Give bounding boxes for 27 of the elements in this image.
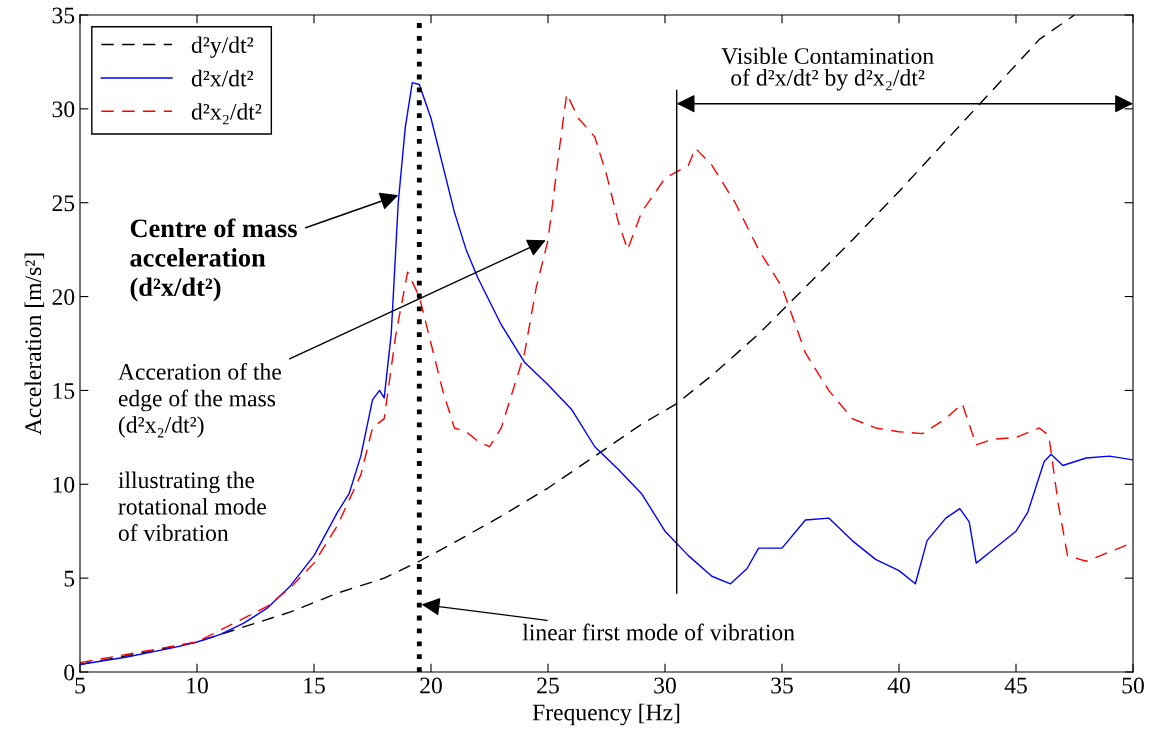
legend-label: d²x/dt²: [191, 69, 254, 87]
x-tick-label: 30: [654, 677, 676, 694]
y-tick-label: 30: [52, 101, 75, 118]
x-axis-title: Frequency [Hz]: [532, 703, 680, 726]
y-tick-label: 25: [52, 195, 75, 212]
y-axis-title: Acceleration [m/s²]: [24, 253, 45, 435]
legend-label: d²x₂/dt²: [191, 103, 262, 125]
x-tick-label: 35: [771, 677, 793, 694]
y-tick-label: 10: [53, 476, 75, 493]
x-tick-label: 45: [1004, 677, 1027, 694]
x-tick-label: 40: [887, 677, 910, 694]
y-tick-label: 0: [64, 664, 75, 681]
annotation: illustrating the rotational mode of vibration: [118, 471, 266, 541]
annotation: linear first mode of vibration: [522, 623, 795, 641]
x-tick-label: 50: [1122, 677, 1144, 694]
x-tick-label: 25: [537, 677, 559, 694]
x-tick-label: 20: [420, 677, 442, 694]
x-tick-label: 15: [304, 677, 325, 694]
annotation: Centre of mass acceleration (d²x/dt²): [130, 218, 297, 302]
y-tick-label: 35: [52, 7, 75, 24]
y-tick-label: 15: [53, 383, 75, 399]
annotation: Visible Contamination of d²x/dt² by d²x₂/dt²: [721, 47, 934, 91]
y-tick-label: 5: [64, 570, 75, 587]
annotation: Acceration of the edge of the mass (d²x₂/dt²): [118, 362, 281, 438]
x-tick-label: 10: [187, 677, 208, 694]
legend-label: d²y/dt²: [191, 36, 254, 58]
y-tick-label: 20: [52, 289, 75, 305]
